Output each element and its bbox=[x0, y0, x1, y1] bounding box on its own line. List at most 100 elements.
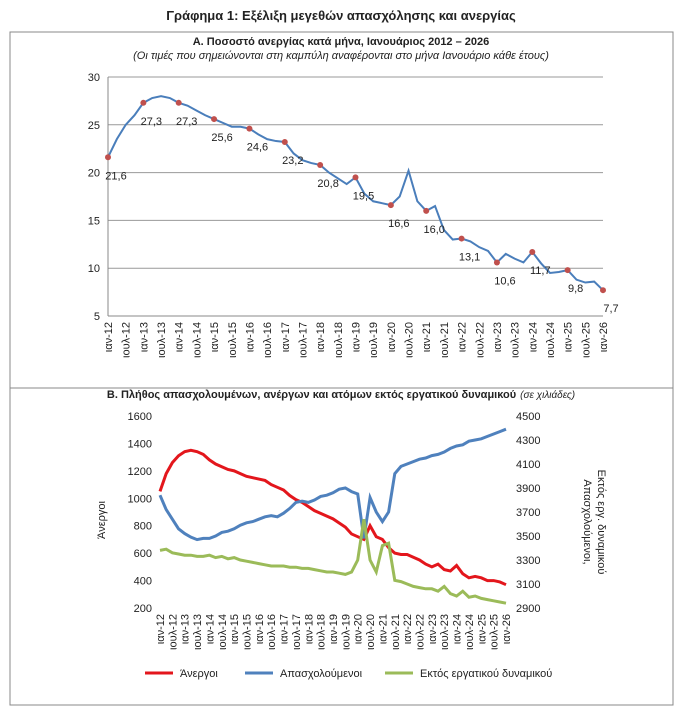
x-tick-label: ιαν-14 bbox=[204, 614, 216, 644]
y-tick-label: 1000 bbox=[128, 493, 152, 505]
value-label: 27,3 bbox=[141, 116, 162, 128]
chart-subtitle: (Οι τιμές που σημειώνονται στη καμπύλη α… bbox=[133, 50, 549, 62]
x-tick-label: ιαν-24 bbox=[527, 322, 539, 352]
marker bbox=[105, 154, 111, 161]
x-tick-label: ιαν-17 bbox=[280, 322, 292, 352]
x-tick-label: ιουλ-12 bbox=[167, 614, 179, 650]
legend-label: Εκτός εργατικού δυναμικού bbox=[420, 668, 552, 680]
y-tick-label: 800 bbox=[134, 521, 152, 533]
x-tick-label: ιαν-16 bbox=[244, 322, 256, 352]
chart-title: Α. Ποσοστό ανεργίας κατά μήνα, Ιανουάριο… bbox=[193, 36, 490, 48]
y2-tick-label: 2900 bbox=[516, 603, 540, 615]
y-tick-label: 25 bbox=[88, 120, 100, 132]
page-title: Γράφημα 1: Εξέλιξη μεγεθών απασχόλησης κ… bbox=[166, 8, 516, 23]
value-label: 16,6 bbox=[388, 218, 409, 230]
y2-tick-label: 4300 bbox=[516, 435, 540, 447]
marker bbox=[493, 259, 500, 266]
x-tick-label: ιουλ-22 bbox=[474, 322, 486, 358]
x-tick-label: ιαν-24 bbox=[452, 614, 464, 644]
value-label: 11,7 bbox=[530, 265, 551, 277]
x-tick-label: ιαν-16 bbox=[254, 614, 266, 644]
line bbox=[158, 448, 507, 587]
x-tick-label: ιαν-19 bbox=[328, 614, 340, 644]
x-tick-label: ιαν-25 bbox=[476, 614, 488, 644]
y2-tick-label: 4500 bbox=[516, 411, 540, 423]
x-tick-label: ιουλ-15 bbox=[227, 322, 239, 358]
x-tick-label: ιουλ-25 bbox=[489, 614, 501, 650]
x-tick-label: ιαν-21 bbox=[377, 614, 389, 644]
marker bbox=[529, 248, 536, 255]
x-tick-label: ιουλ-21 bbox=[390, 614, 402, 650]
x-tick-label: ιαν-20 bbox=[386, 322, 398, 352]
marker bbox=[600, 287, 606, 294]
x-tick-label: ιουλ-13 bbox=[192, 614, 204, 650]
y-axis-title: Άνεργοι bbox=[96, 501, 108, 539]
x-tick-label: ιαν-20 bbox=[353, 614, 365, 644]
x-tick-label: ιουλ-18 bbox=[316, 614, 328, 650]
x-tick-label: ιαν-18 bbox=[315, 322, 327, 352]
x-tick-label: ιουλ-14 bbox=[191, 322, 203, 358]
x-tick-label: ιουλ-19 bbox=[368, 322, 380, 358]
x-tick-label: ιουλ-13 bbox=[156, 322, 168, 358]
value-label: 13,1 bbox=[459, 252, 480, 264]
x-tick-label: ιουλ-23 bbox=[510, 322, 522, 358]
x-tick-label: ιουλ-17 bbox=[297, 322, 309, 358]
x-tick-label: ιαν-13 bbox=[180, 614, 192, 644]
chart-title-main: Β. Πλήθος απασχολουμένων, ανέργων και ατ… bbox=[107, 389, 516, 401]
x-tick-label: ιουλ-18 bbox=[333, 322, 345, 358]
x-tick-label: ιουλ-24 bbox=[545, 322, 557, 358]
y2-tick-label: 3300 bbox=[516, 555, 540, 567]
x-tick-label: ιαν-12 bbox=[155, 614, 167, 644]
value-label: 10,6 bbox=[494, 275, 515, 287]
y-tick-label: 1400 bbox=[128, 438, 152, 450]
x-tick-label: ιουλ-17 bbox=[291, 614, 303, 650]
y-tick-label: 15 bbox=[88, 215, 100, 227]
marker bbox=[387, 202, 394, 209]
x-tick-label: ιαν-18 bbox=[303, 614, 315, 644]
value-label: 9,8 bbox=[568, 283, 583, 295]
y-tick-label: 5 bbox=[94, 311, 100, 323]
x-tick-label: ιουλ-21 bbox=[439, 322, 451, 358]
marker bbox=[175, 99, 182, 106]
y-tick-label: 30 bbox=[88, 72, 100, 84]
x-tick-label: ιουλ-23 bbox=[439, 614, 451, 650]
value-label: 7,7 bbox=[603, 303, 618, 315]
x-tick-label: ιουλ-20 bbox=[404, 322, 416, 358]
value-label: 25,6 bbox=[211, 132, 232, 144]
y-tick-label: 20 bbox=[88, 168, 100, 180]
line bbox=[159, 518, 507, 605]
marker bbox=[317, 161, 324, 168]
x-tick-label: ιουλ-19 bbox=[340, 614, 352, 650]
x-tick-label: ιαν-14 bbox=[174, 322, 186, 352]
y2-tick-label: 3100 bbox=[516, 579, 540, 591]
y-tick-label: 1200 bbox=[128, 466, 152, 478]
marker bbox=[423, 207, 430, 214]
x-tick-label: ιουλ-16 bbox=[262, 322, 274, 358]
marker bbox=[458, 235, 465, 242]
x-tick-label: ιουλ-16 bbox=[266, 614, 278, 650]
marker bbox=[352, 174, 359, 181]
legend-label: Απασχολούμενοι bbox=[280, 668, 363, 680]
x-tick-label: ιαν-12 bbox=[103, 322, 115, 352]
x-tick-label: ιαν-19 bbox=[351, 322, 363, 352]
marker bbox=[564, 267, 571, 274]
y2-tick-label: 4100 bbox=[516, 459, 540, 471]
x-tick-label: ιαν-15 bbox=[229, 614, 241, 644]
value-label: 21,6 bbox=[105, 170, 126, 182]
x-tick-label: ιουλ-24 bbox=[464, 614, 476, 650]
marker bbox=[246, 125, 253, 132]
x-tick-label: ιαν-26 bbox=[598, 322, 610, 352]
legend-label: Άνεργοι bbox=[180, 668, 218, 680]
y-tick-label: 400 bbox=[134, 576, 152, 588]
marker bbox=[211, 116, 218, 123]
marker bbox=[281, 139, 288, 146]
x-tick-label: ιαν-23 bbox=[427, 614, 439, 644]
frame bbox=[9, 31, 674, 706]
x-tick-label: ιαν-22 bbox=[457, 322, 469, 352]
x-tick-label: ιουλ-22 bbox=[415, 614, 427, 650]
y2-tick-label: 3700 bbox=[516, 507, 540, 519]
x-tick-label: ιαν-26 bbox=[501, 614, 513, 644]
y2-tick-label: 3900 bbox=[516, 483, 540, 495]
marker bbox=[140, 99, 147, 106]
